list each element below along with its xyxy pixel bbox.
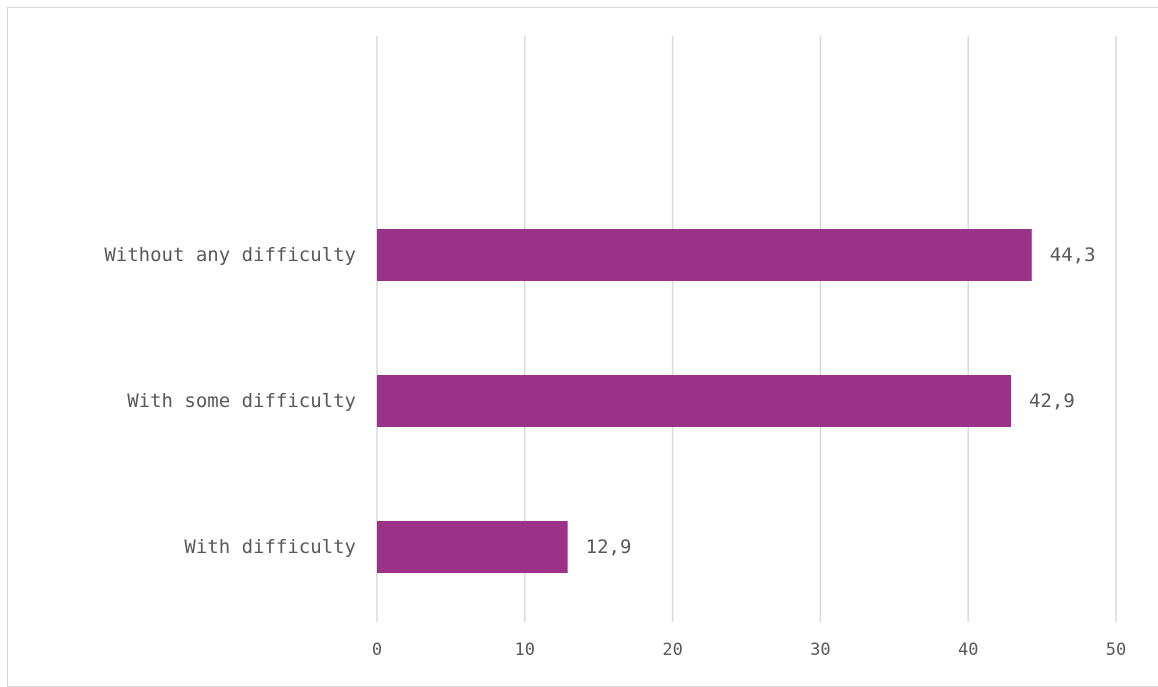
bar-0 [377, 229, 1032, 281]
category-label-1: With some difficulty [127, 390, 356, 412]
bars [377, 229, 1032, 573]
bar-1 [377, 375, 1012, 427]
x-tick-50: 50 [1106, 640, 1126, 660]
category-label-2: With difficulty [184, 536, 356, 558]
x-tick-10: 10 [515, 640, 535, 660]
value-label-2: 12,9 [586, 536, 632, 558]
x-tick-30: 30 [810, 640, 830, 660]
chart-frame [7, 7, 1158, 687]
bar-2 [377, 521, 568, 573]
x-tick-20: 20 [662, 640, 682, 660]
gridlines [376, 36, 1117, 622]
x-tick-0: 0 [372, 640, 382, 660]
x-tick-labels: 0 10 20 30 40 50 [372, 640, 1126, 660]
value-label-0: 44,3 [1050, 244, 1096, 266]
value-label-1: 42,9 [1029, 390, 1075, 412]
category-label-0: Without any difficulty [104, 244, 356, 266]
value-labels: 44,3 42,9 12,9 [586, 244, 1096, 558]
x-tick-40: 40 [958, 640, 978, 660]
category-labels: Without any difficulty With some difficul… [104, 244, 356, 558]
